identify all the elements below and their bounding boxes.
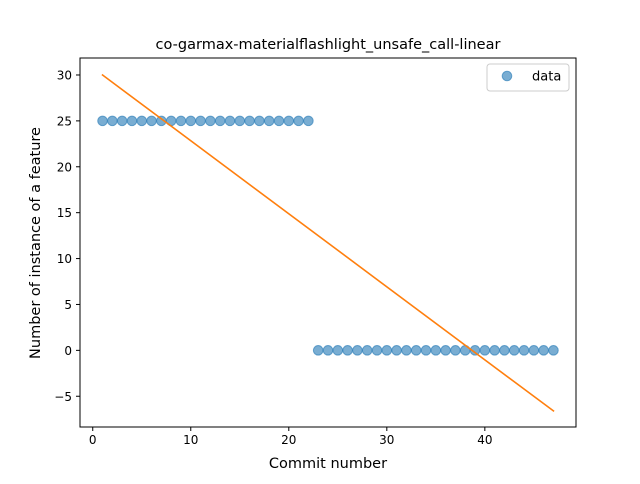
data-point	[499, 345, 510, 356]
y-axis-label: Number of instance of a feature	[28, 127, 44, 359]
data-point	[352, 345, 363, 356]
data-point	[548, 345, 559, 356]
y-tick-label: 15	[57, 206, 72, 220]
data-point	[244, 115, 255, 127]
y-tick-label: 10	[57, 252, 72, 266]
data-point	[107, 115, 118, 127]
data-point	[312, 345, 324, 356]
data-point	[489, 345, 500, 356]
data-point	[224, 115, 236, 127]
x-tick-label: 10	[183, 433, 198, 447]
data-point	[528, 345, 540, 356]
fit-line	[101, 73, 555, 413]
x-axis-label: Commit number	[269, 456, 387, 472]
data-point	[371, 345, 383, 356]
data-point	[420, 345, 432, 356]
data-point	[234, 115, 246, 127]
data-point	[185, 115, 197, 127]
data-point	[332, 345, 344, 356]
x-tick-label: 0	[89, 433, 97, 447]
data-point	[508, 345, 520, 356]
legend: data	[486, 63, 570, 92]
data-point	[205, 115, 216, 127]
data-point	[283, 115, 295, 127]
data-point	[361, 345, 373, 356]
chart-title: co-garmax-materialflashlight_unsafe_call…	[156, 37, 501, 53]
y-tick-label: 20	[57, 160, 72, 174]
ticks-layer: 0 10 20 30 40 −5 0 5 10 15 20 25 30	[54, 68, 492, 447]
data-point	[440, 345, 451, 356]
data-point	[293, 115, 304, 127]
legend-label-data: data	[532, 70, 561, 85]
data-point	[450, 345, 461, 356]
x-tick-label: 40	[477, 433, 492, 447]
data-point	[97, 115, 108, 127]
axes-frame	[79, 57, 577, 428]
data-point	[430, 345, 442, 356]
data-point	[391, 345, 402, 356]
plot-content	[97, 73, 559, 413]
x-tick-label: 30	[379, 433, 394, 447]
y-tick-label: 5	[64, 298, 72, 312]
legend-marker-data	[501, 70, 513, 82]
data-point	[303, 115, 314, 127]
data-point	[126, 115, 138, 127]
data-point	[342, 345, 353, 356]
data-point	[214, 115, 226, 127]
data-point	[273, 115, 285, 127]
data-point	[518, 345, 530, 356]
x-tick-label: 20	[281, 433, 296, 447]
y-tick-label: −5	[54, 390, 72, 404]
y-tick-label: 0	[64, 344, 72, 358]
y-tick-label: 25	[57, 114, 72, 128]
data-point	[322, 345, 334, 356]
data-point	[410, 345, 422, 356]
data-point	[479, 345, 491, 356]
axes-border	[79, 57, 577, 428]
data-point	[401, 345, 412, 356]
data-point	[263, 115, 275, 127]
data-point	[195, 115, 206, 127]
data-point	[538, 345, 549, 356]
y-tick-label: 30	[57, 68, 72, 82]
data-point	[116, 115, 128, 127]
data-point	[381, 345, 393, 356]
data-point	[254, 115, 265, 127]
data-point	[146, 115, 157, 127]
data-point	[175, 115, 187, 127]
data-point	[136, 115, 148, 127]
